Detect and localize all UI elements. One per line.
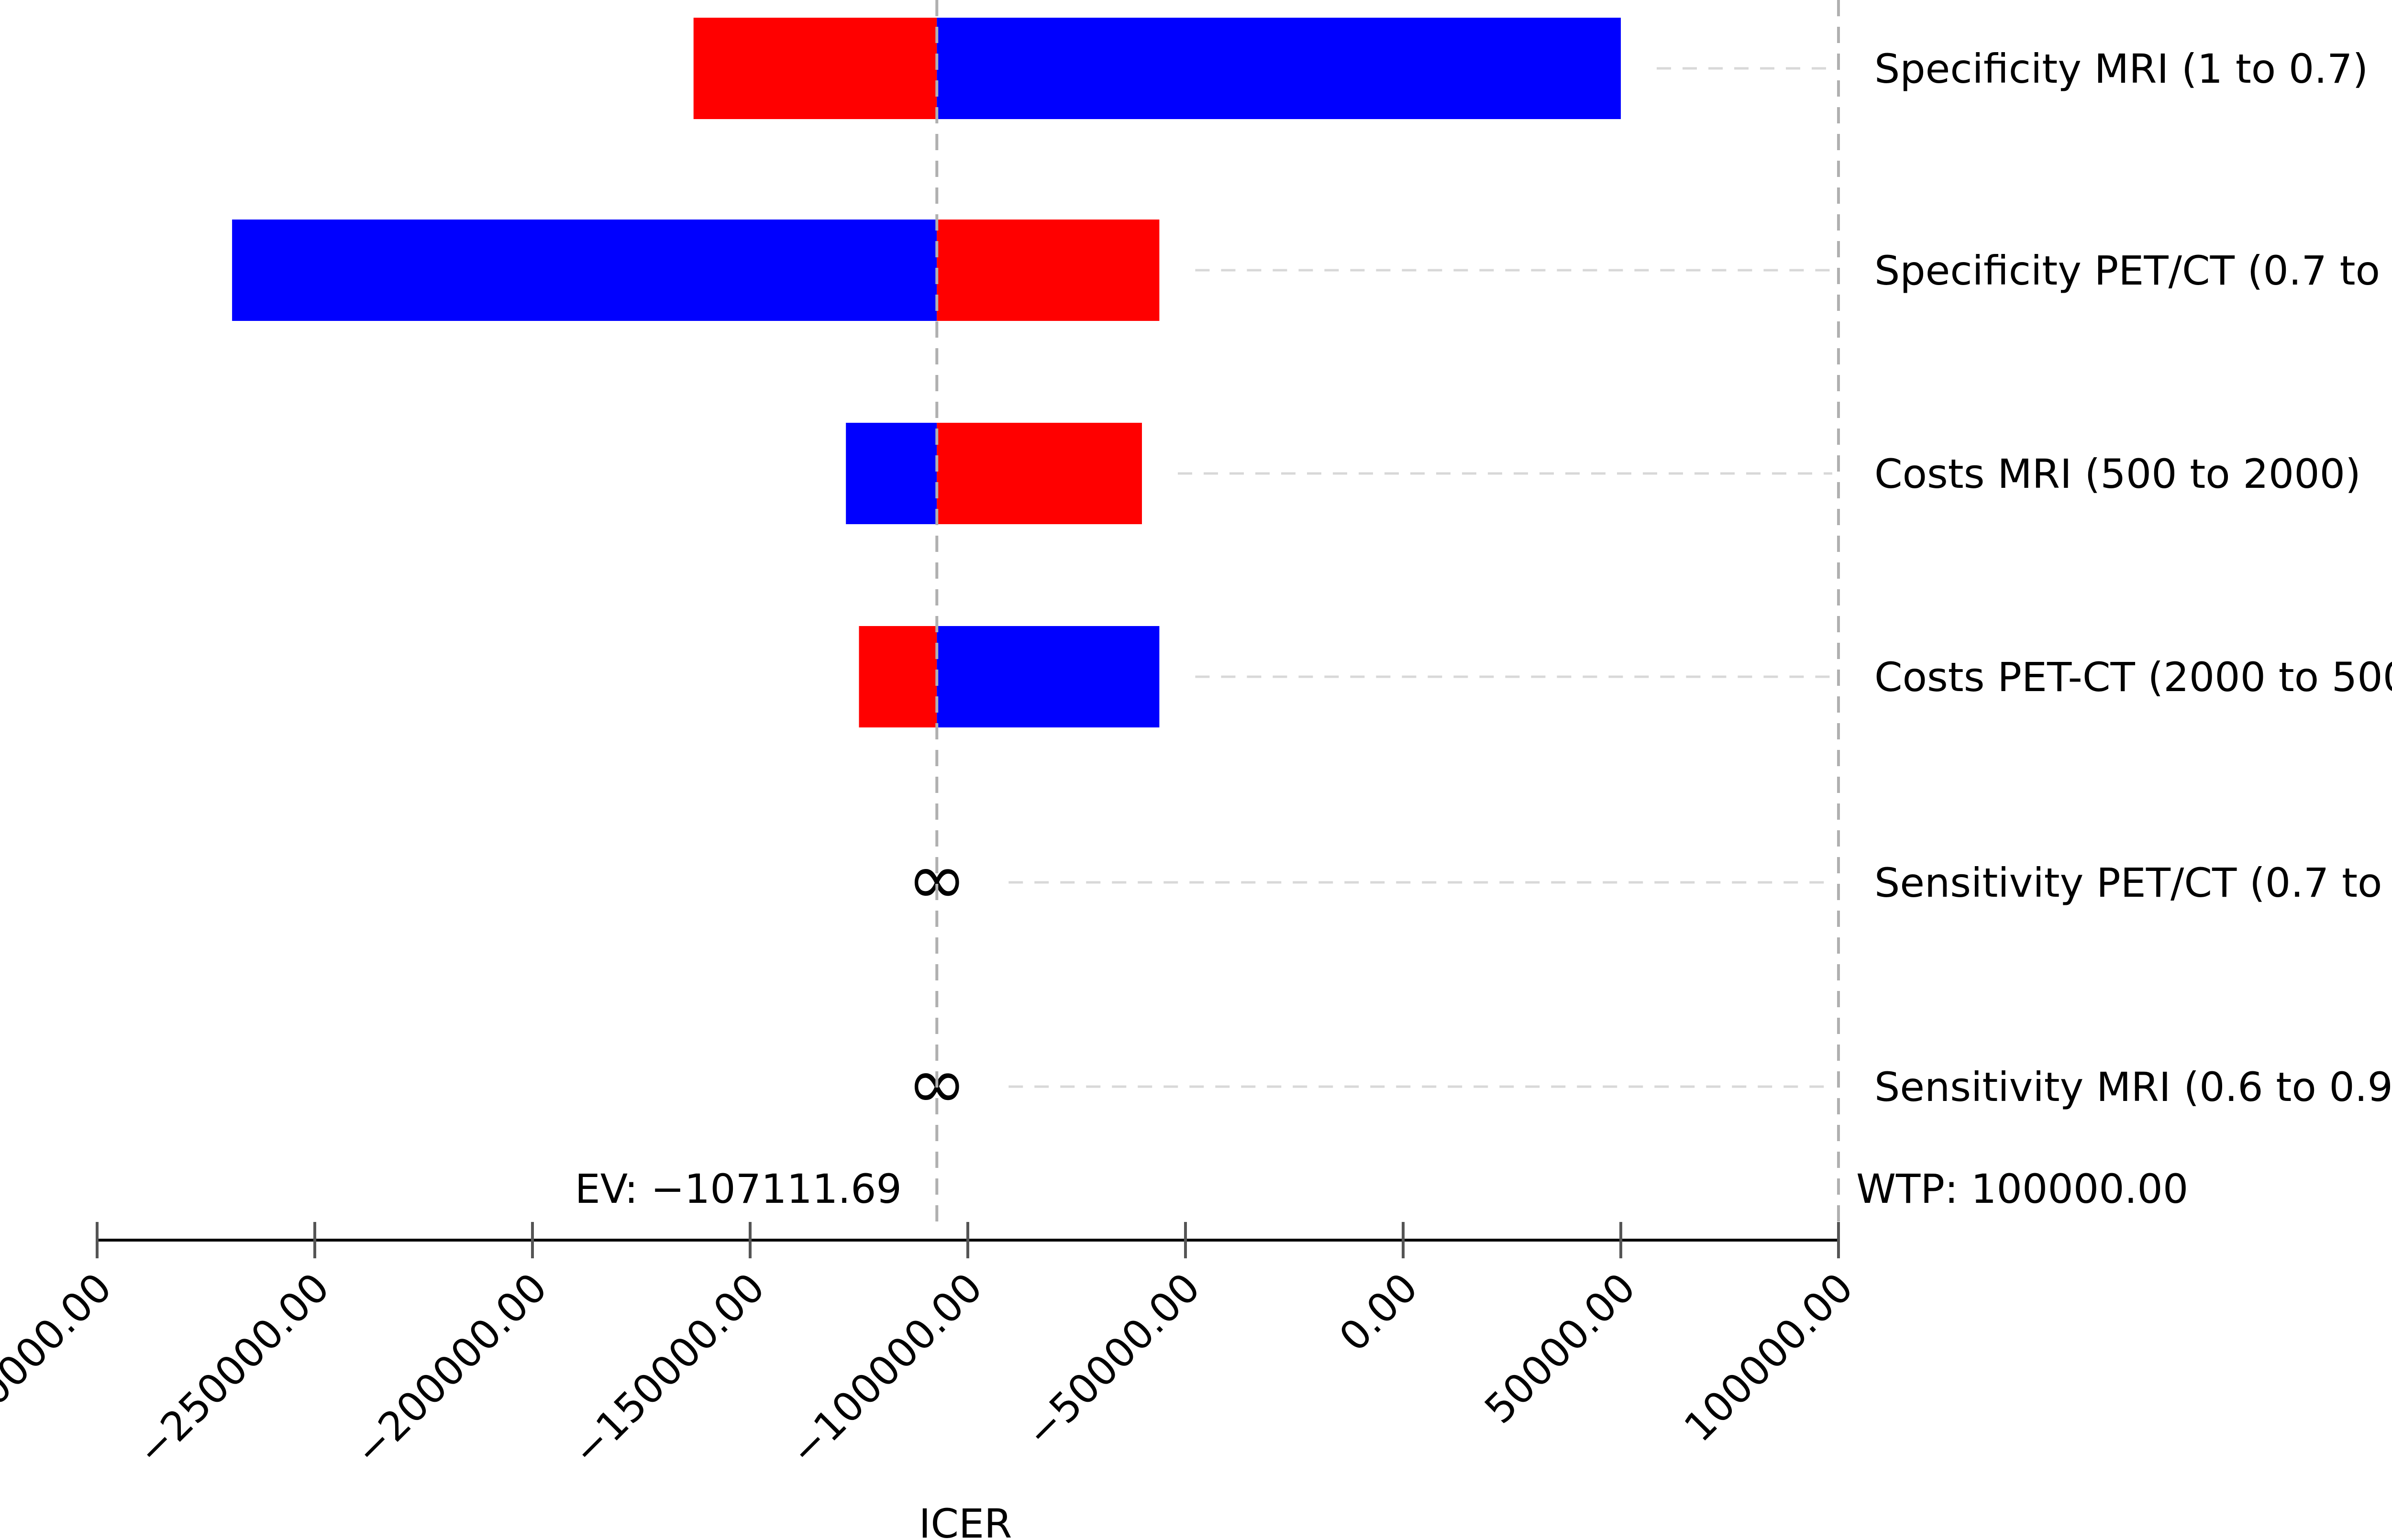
bar-left-segment xyxy=(232,220,937,321)
x-tick-label: 0.00 xyxy=(1330,1264,1427,1361)
bar-left-segment xyxy=(693,18,937,119)
bar-labels: Specificity MRI (1 to 0.7) Specificity PE… xyxy=(1874,45,2392,1111)
x-axis-title: ICER xyxy=(919,1500,1012,1540)
wtp-label: WTP: 100000.00 xyxy=(1856,1166,2188,1212)
x-tick-label: −300000.00 xyxy=(0,1264,121,1474)
x-tick-label: 100000.00 xyxy=(1675,1264,1862,1451)
bar-label: Sensitivity MRI (0.6 to 0.95) xyxy=(1874,1064,2392,1111)
bar-right-segment xyxy=(937,423,1142,524)
infinity-marker: ∞ xyxy=(907,838,967,921)
bar-left-segment xyxy=(859,626,937,727)
bar-label: Costs MRI (500 to 2000) xyxy=(1874,451,2361,497)
ev-label: EV: −107111.69 xyxy=(575,1166,902,1212)
bar-left-segment xyxy=(846,423,937,524)
x-tick-label: −250000.00 xyxy=(128,1264,338,1474)
bar-right-segment xyxy=(937,626,1160,727)
x-tick-label: −50000.00 xyxy=(1017,1264,1209,1456)
bar-label: Specificity MRI (1 to 0.7) xyxy=(1874,45,2368,92)
x-axis: −300000.00 −250000.00 −200000.00 −150000.00… xyxy=(0,1222,1862,1474)
bar-label: Costs PET-CT (2000 to 500) xyxy=(1874,654,2392,701)
guide-lines xyxy=(1008,67,1832,1088)
bar-right-segment xyxy=(937,220,1160,321)
x-tick-label: −200000.00 xyxy=(345,1264,556,1474)
x-tick-label: 50000.00 xyxy=(1475,1264,1644,1433)
x-tick-label: −100000.00 xyxy=(781,1264,991,1474)
bars-group: ∞∞ xyxy=(232,18,1621,1125)
bar-right-segment xyxy=(937,18,1621,119)
bar-label: Sensitivity PET/CT (0.7 to 1) xyxy=(1874,859,2392,906)
bar-label: Specificity PET/CT (0.7 to 1) xyxy=(1874,247,2392,294)
x-tick-label: −150000.00 xyxy=(563,1264,774,1474)
reference-lines xyxy=(935,0,1840,1222)
